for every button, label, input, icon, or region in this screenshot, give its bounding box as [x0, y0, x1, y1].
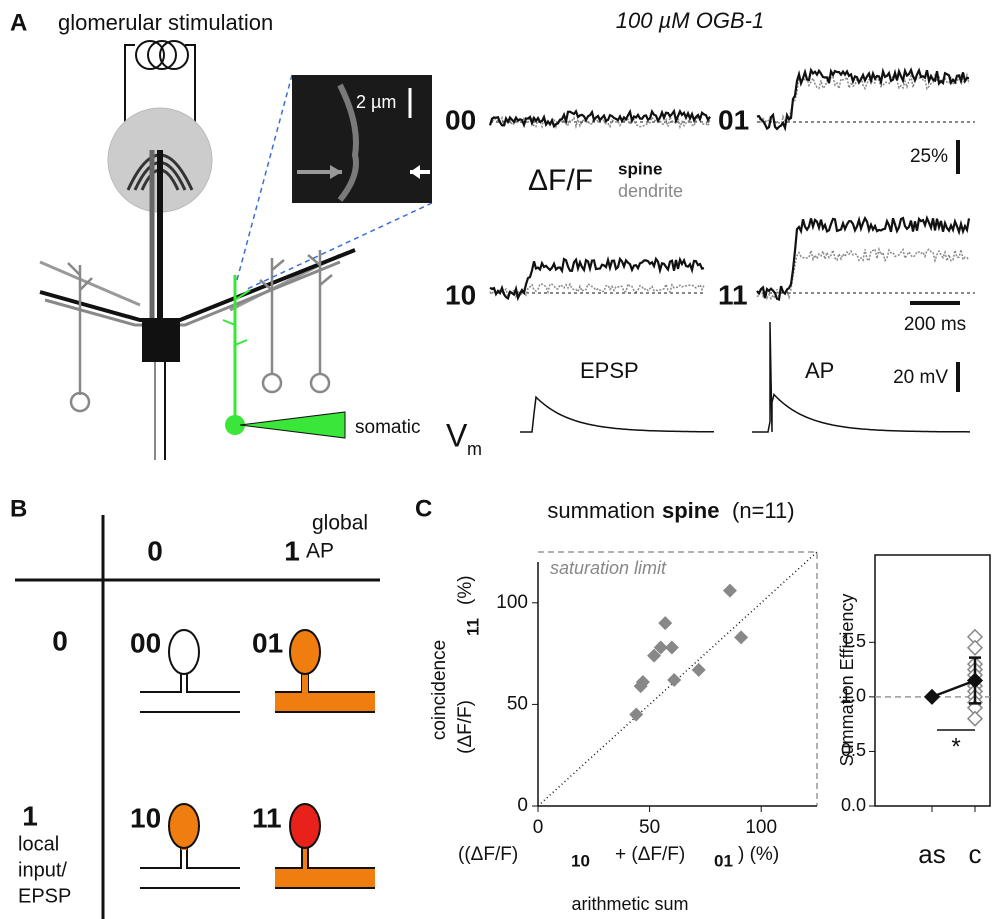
cell-label: 11 — [252, 802, 282, 833]
x-label: ) (%) — [738, 844, 779, 865]
y-label: (ΔF/F) — [455, 700, 476, 754]
point — [734, 630, 749, 645]
scale-time: 200 ms — [904, 314, 966, 335]
somatic-label: somatic — [355, 417, 420, 438]
col-head: 1 — [284, 535, 300, 566]
trace — [489, 255, 705, 302]
stim-title: glomerular stimulation — [58, 10, 273, 35]
trace-label: 11 — [718, 279, 748, 310]
y-tick-label: 100 — [496, 592, 528, 613]
individual-point — [966, 639, 984, 656]
dff-label: ΔF/F — [528, 164, 593, 197]
annotation: saturation limit — [550, 558, 667, 578]
point — [635, 675, 650, 690]
axes — [537, 562, 817, 807]
epsp-label: EPSP — [580, 358, 639, 383]
y-label: coincidence — [429, 640, 450, 740]
y-tick-label: 0.5 — [841, 740, 866, 760]
scale-dff: 25% — [910, 146, 948, 167]
spine-schematics — [140, 629, 375, 889]
trace-label: 00 — [445, 104, 476, 135]
chart-title: spine — [662, 498, 719, 523]
y-tick-label: 0.0 — [841, 795, 866, 815]
trace — [756, 214, 971, 302]
chart-title: summation — [547, 498, 655, 523]
cell-label: 00 — [130, 627, 161, 658]
y-tick-label: 0 — [517, 795, 528, 816]
chart-title: (n=11) — [732, 498, 795, 523]
point — [653, 640, 668, 655]
y-tick-label: 1.5 — [841, 631, 866, 651]
x-tick-label: 100 — [745, 817, 777, 838]
trace — [488, 108, 711, 129]
trace-label: 10 — [445, 279, 476, 310]
legend-dendrite: dendrite — [618, 181, 683, 201]
panel-label: A — [10, 9, 27, 36]
col-head: 0 — [147, 535, 163, 566]
row-title: EPSP — [18, 885, 71, 907]
point — [691, 662, 706, 677]
panel-label: C — [415, 495, 432, 522]
traces — [488, 67, 975, 433]
mean-point — [923, 688, 941, 705]
col-title: AP — [306, 540, 334, 563]
trace — [756, 67, 970, 132]
x-tick-label: c — [969, 839, 982, 869]
image-scale: 2 µm — [356, 92, 396, 112]
col-title: global — [312, 512, 368, 535]
x-label: + (ΔF/F) — [615, 844, 685, 865]
trace — [756, 246, 970, 301]
row-head: 1 — [22, 800, 38, 831]
trace — [756, 72, 970, 131]
point — [664, 640, 679, 655]
row-title: input/ — [18, 859, 67, 881]
y-tick-label: 50 — [507, 693, 528, 714]
saturation-limit — [538, 551, 818, 806]
cell-label: 10 — [130, 802, 161, 833]
x-label: ((ΔF/F) — [458, 844, 518, 865]
y-label: Summation Efficiency — [837, 594, 857, 767]
significance: * — [951, 733, 960, 760]
point — [629, 707, 644, 722]
vm-sub: m — [467, 439, 482, 459]
mean-point — [966, 672, 984, 689]
x-label: 01 — [714, 851, 733, 870]
x-tick-label: 50 — [639, 817, 660, 838]
point — [658, 616, 673, 631]
vm-trace — [520, 395, 714, 433]
x-label-2: arithmetic sum — [571, 894, 688, 914]
vm-trace — [752, 321, 970, 433]
vm-label: V — [446, 417, 468, 453]
individual-point — [966, 710, 984, 727]
x-label: 10 — [571, 851, 590, 870]
point — [667, 673, 682, 688]
trace — [489, 282, 705, 299]
y-label-sub: 11 — [463, 618, 482, 636]
dye-label: 100 µM OGB-1 — [616, 8, 764, 33]
scale-vm: 20 mV — [893, 367, 948, 388]
panel-label: B — [10, 495, 27, 522]
x-tick-label: as — [918, 839, 945, 869]
y-tick-label: 1.0 — [841, 686, 866, 706]
legend-spine: spine — [618, 159, 662, 178]
row-title: local — [18, 833, 59, 855]
ap-label: AP — [805, 358, 834, 383]
mean-line — [931, 679, 976, 699]
y-label-unit: (%) — [455, 575, 476, 605]
x-tick-label: 0 — [533, 817, 544, 838]
cell-label: 01 — [252, 627, 283, 658]
point — [722, 583, 737, 598]
point — [647, 648, 662, 663]
neuron-diagram — [39, 40, 433, 460]
trace-label: 01 — [718, 104, 749, 135]
row-head: 0 — [52, 625, 68, 656]
